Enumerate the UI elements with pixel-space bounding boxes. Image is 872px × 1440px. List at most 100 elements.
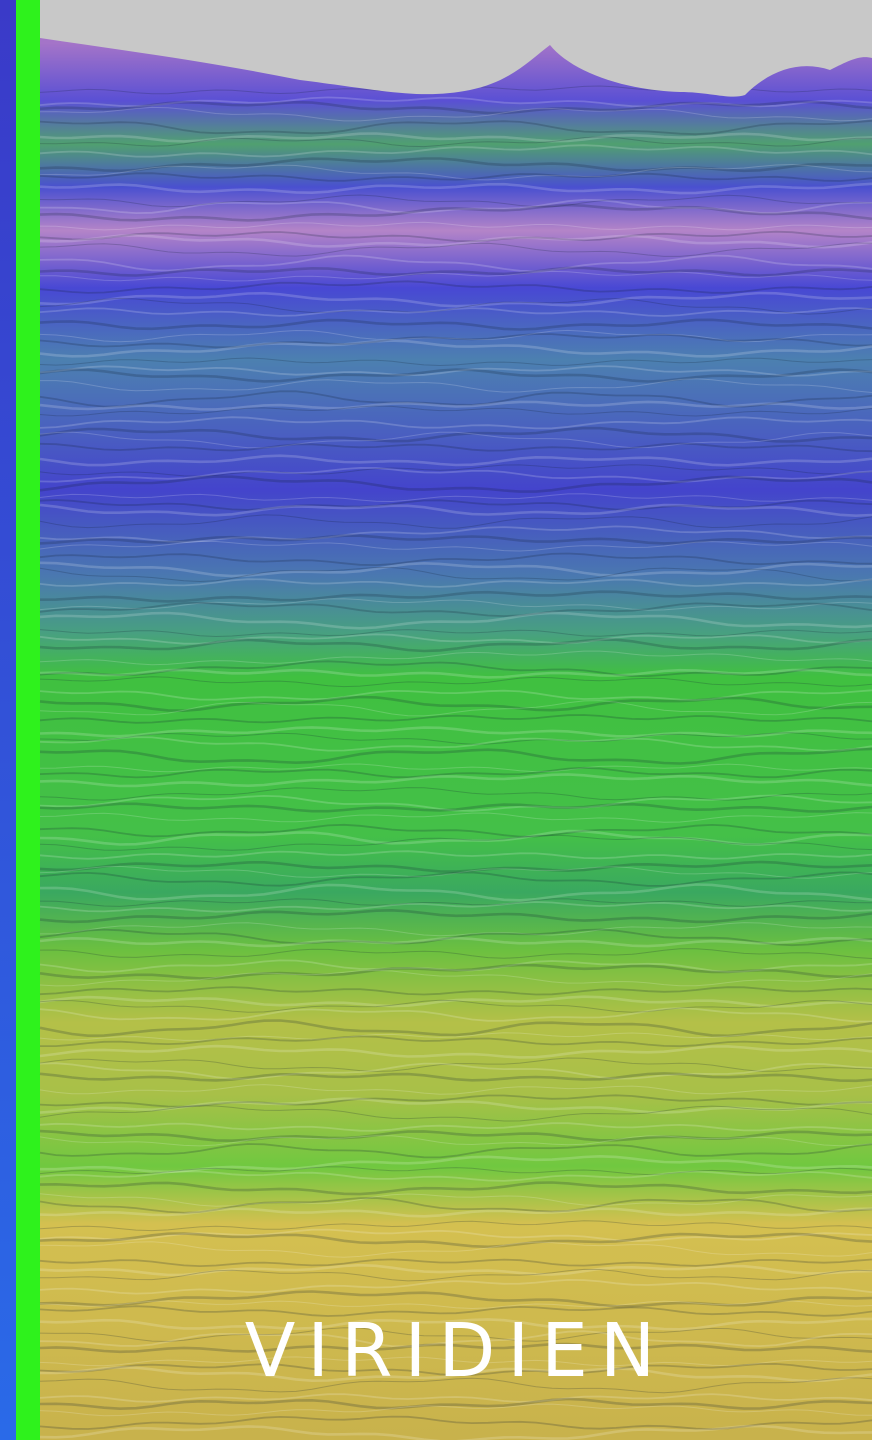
layer-line: [39, 132, 872, 143]
layer-line: [39, 464, 872, 477]
layer-line: [39, 865, 872, 879]
layer-line: [39, 567, 872, 583]
layer-line: [39, 1365, 872, 1383]
layer-line: [39, 726, 872, 738]
layer-line: [39, 1241, 872, 1258]
layer-line: [39, 763, 872, 773]
layer-line: [39, 883, 872, 902]
layer-line: [39, 1181, 872, 1196]
layer-line: [39, 1019, 872, 1038]
layer-line: [39, 1290, 872, 1308]
layer-line: [39, 901, 872, 913]
layer-line: [39, 1220, 872, 1232]
layer-line: [39, 540, 872, 552]
layer-line: [39, 333, 872, 349]
layer-lines: [39, 85, 872, 1440]
layer-line: [39, 499, 872, 511]
layer-line: [39, 233, 872, 249]
green-strip: [16, 0, 40, 1440]
layer-line: [39, 802, 872, 813]
layer-line: [39, 1135, 872, 1147]
layer-line: [39, 629, 872, 638]
layer-line: [40, 1268, 872, 1282]
layer-line: [39, 1232, 872, 1249]
layer-line: [39, 1415, 872, 1431]
layer-line: [39, 611, 872, 630]
layer-line: [39, 1105, 872, 1122]
layer-line: [39, 318, 872, 331]
layer-line: [39, 787, 872, 801]
layer-line: [39, 794, 872, 812]
layer-line: [39, 194, 872, 208]
layer-line: [39, 1044, 872, 1059]
layer-line: [39, 1393, 872, 1403]
layer-line: [39, 936, 872, 948]
layer-line: [39, 534, 872, 545]
layer-line: [39, 1122, 872, 1132]
layer-line: [39, 96, 872, 108]
layer-line: [39, 552, 872, 567]
seismic-section: [40, 0, 872, 1440]
layer-line: [39, 676, 872, 688]
layer-line: [39, 221, 872, 231]
layer-line: [39, 812, 872, 823]
layer-line: [39, 766, 872, 779]
layer-line: [39, 695, 872, 713]
layer-line: [39, 1377, 872, 1394]
layer-line: [39, 1362, 872, 1377]
layer-line: [39, 773, 872, 788]
layer-line: [39, 230, 872, 243]
layer-line: [39, 650, 872, 666]
layer-line: [39, 561, 872, 578]
layer-line: [39, 959, 872, 973]
layer-line: [39, 860, 872, 873]
layer-line: [39, 493, 872, 503]
layer-line: [39, 747, 872, 765]
layer-line: [39, 119, 872, 136]
layer-line: [39, 601, 872, 618]
layer-line: [40, 1035, 872, 1048]
layer-line: [39, 633, 872, 645]
layer-line: [39, 823, 872, 838]
layer-line: [39, 700, 872, 717]
layer-line: [39, 1197, 872, 1214]
layer-line: [39, 1170, 872, 1182]
layer-line: [39, 1193, 872, 1207]
layer-line: [39, 172, 872, 182]
layer-line: [39, 1007, 872, 1023]
layer-line: [39, 266, 872, 277]
layer-line: [39, 834, 872, 851]
layer-line: [39, 291, 872, 308]
layer-line: [39, 1094, 872, 1108]
layer-line: [39, 963, 872, 980]
layer-line: [39, 578, 872, 588]
layer-line: [39, 1062, 872, 1080]
layer-line: [39, 280, 872, 294]
layer-line: [39, 365, 872, 377]
layer-line: [39, 198, 872, 215]
layer-line: [39, 1403, 872, 1417]
layer-line: [39, 357, 872, 367]
layer-line: [39, 908, 872, 924]
layer-line: [39, 182, 872, 195]
layer-line: [39, 850, 872, 860]
layer-line: [39, 100, 872, 115]
layer-line: [39, 297, 872, 315]
layer-line: [39, 1032, 872, 1041]
layer-line: [39, 1424, 872, 1440]
blue-strip: [0, 0, 16, 1440]
layer-line: [39, 995, 872, 1008]
layer-line: [39, 466, 872, 483]
layer-line: [39, 1072, 872, 1083]
layer-line: [39, 736, 872, 752]
layer-line: [39, 1057, 872, 1072]
layer-line: [40, 1154, 872, 1174]
layer-line: [39, 254, 872, 273]
layer-line: [39, 1129, 872, 1143]
layer-line: [39, 1228, 872, 1243]
layer-line: [39, 157, 872, 173]
layer-line: [39, 948, 872, 959]
layer-line: [39, 1084, 872, 1095]
layer-line: [39, 986, 872, 996]
